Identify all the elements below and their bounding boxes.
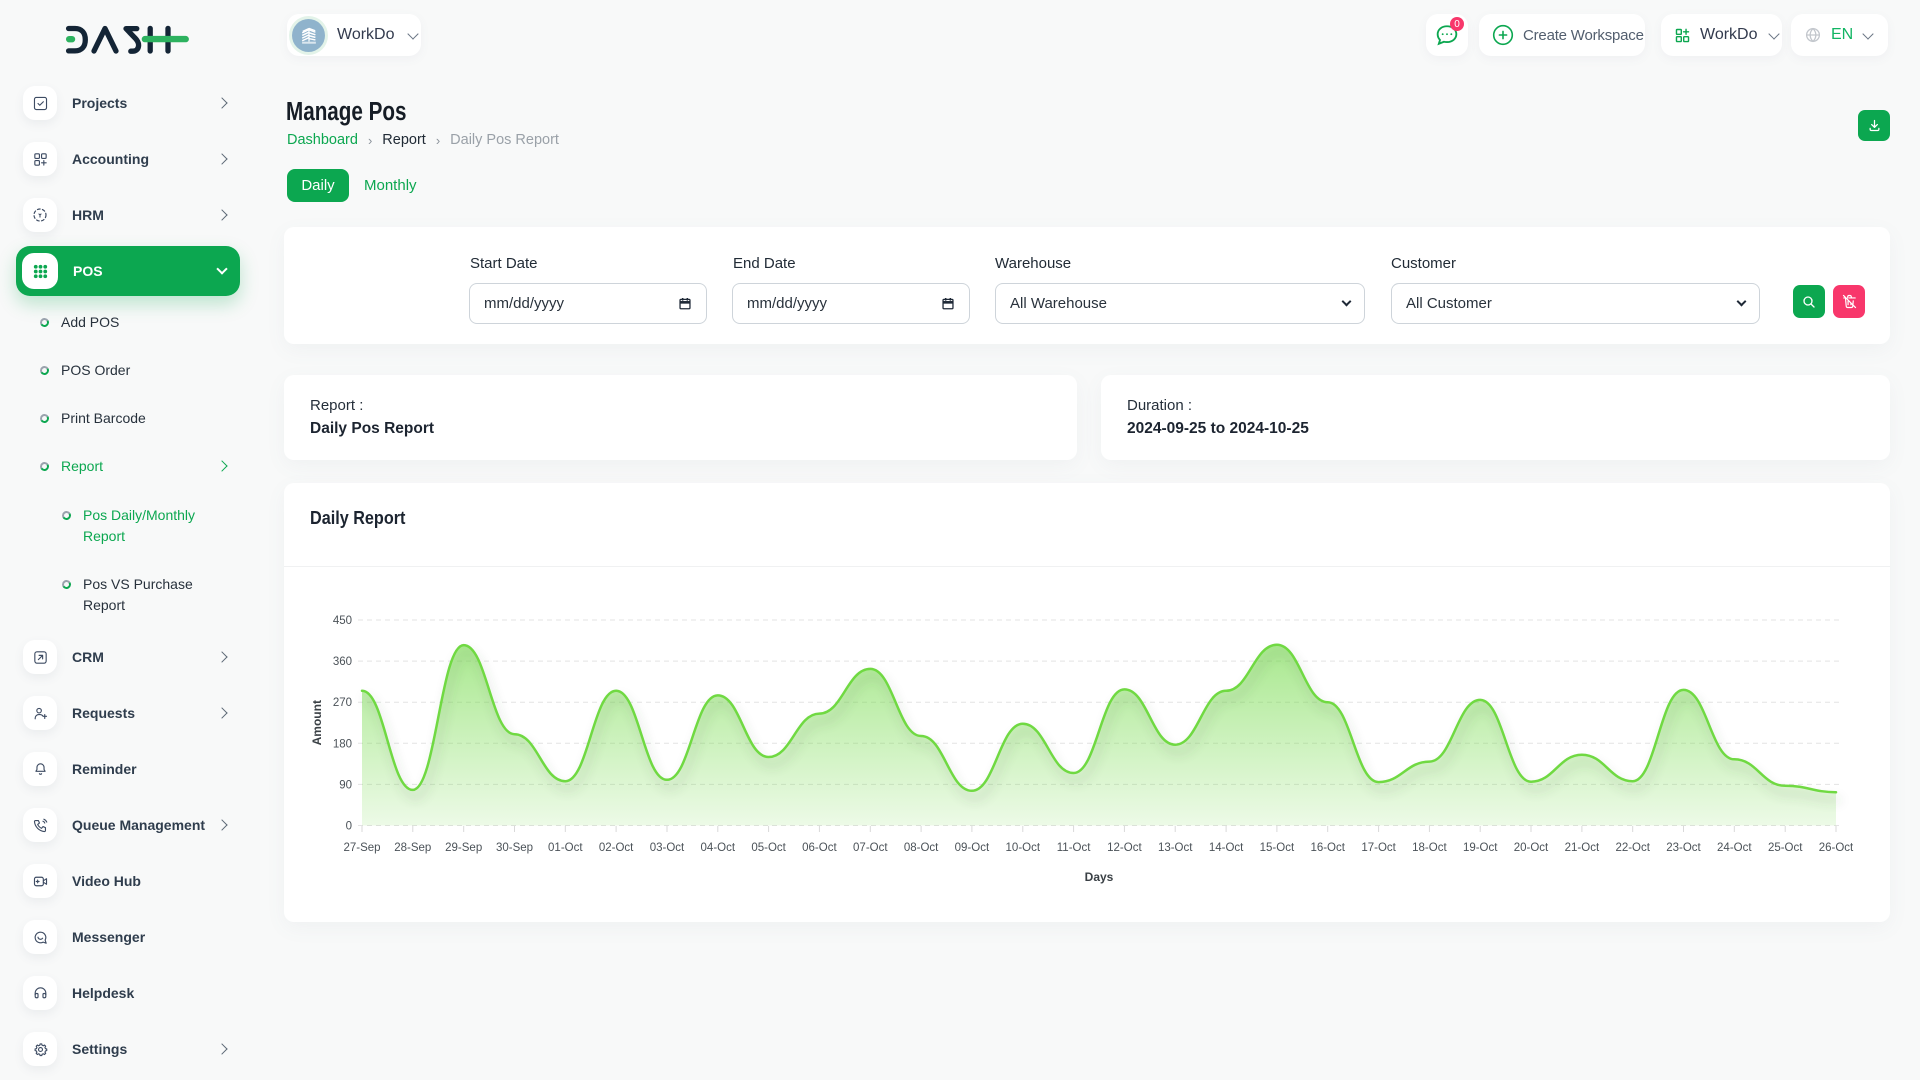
svg-text:180: 180: [333, 738, 352, 750]
svg-text:Amount: Amount: [310, 700, 324, 745]
svg-text:05-Oct: 05-Oct: [751, 842, 786, 854]
svg-text:12-Oct: 12-Oct: [1107, 842, 1142, 854]
svg-text:23-Oct: 23-Oct: [1666, 842, 1701, 854]
svg-text:08-Oct: 08-Oct: [904, 842, 939, 854]
svg-text:30-Sep: 30-Sep: [496, 842, 533, 854]
svg-text:22-Oct: 22-Oct: [1615, 842, 1650, 854]
svg-text:90: 90: [339, 779, 352, 791]
svg-text:25-Oct: 25-Oct: [1768, 842, 1803, 854]
svg-text:03-Oct: 03-Oct: [650, 842, 685, 854]
svg-text:270: 270: [333, 697, 352, 709]
svg-text:24-Oct: 24-Oct: [1717, 842, 1752, 854]
svg-text:06-Oct: 06-Oct: [802, 842, 837, 854]
svg-text:14-Oct: 14-Oct: [1209, 842, 1244, 854]
svg-text:07-Oct: 07-Oct: [853, 842, 888, 854]
svg-text:26-Oct: 26-Oct: [1819, 842, 1854, 854]
svg-text:15-Oct: 15-Oct: [1260, 842, 1295, 854]
svg-text:29-Sep: 29-Sep: [445, 842, 482, 854]
svg-text:17-Oct: 17-Oct: [1361, 842, 1396, 854]
svg-text:10-Oct: 10-Oct: [1006, 842, 1041, 854]
svg-text:09-Oct: 09-Oct: [955, 842, 990, 854]
svg-text:01-Oct: 01-Oct: [548, 842, 583, 854]
svg-text:02-Oct: 02-Oct: [599, 842, 634, 854]
svg-text:360: 360: [333, 656, 352, 668]
svg-text:13-Oct: 13-Oct: [1158, 842, 1193, 854]
svg-text:11-Oct: 11-Oct: [1057, 842, 1091, 854]
svg-text:21-Oct: 21-Oct: [1565, 842, 1600, 854]
svg-text:04-Oct: 04-Oct: [701, 842, 736, 854]
svg-text:20-Oct: 20-Oct: [1514, 842, 1549, 854]
svg-text:16-Oct: 16-Oct: [1310, 842, 1345, 854]
svg-text:27-Sep: 27-Sep: [343, 842, 380, 854]
svg-text:Days: Days: [1085, 870, 1114, 884]
svg-text:19-Oct: 19-Oct: [1463, 842, 1498, 854]
svg-text:450: 450: [333, 615, 352, 627]
svg-text:28-Sep: 28-Sep: [394, 842, 431, 854]
svg-text:0: 0: [346, 821, 352, 833]
svg-text:18-Oct: 18-Oct: [1412, 842, 1447, 854]
